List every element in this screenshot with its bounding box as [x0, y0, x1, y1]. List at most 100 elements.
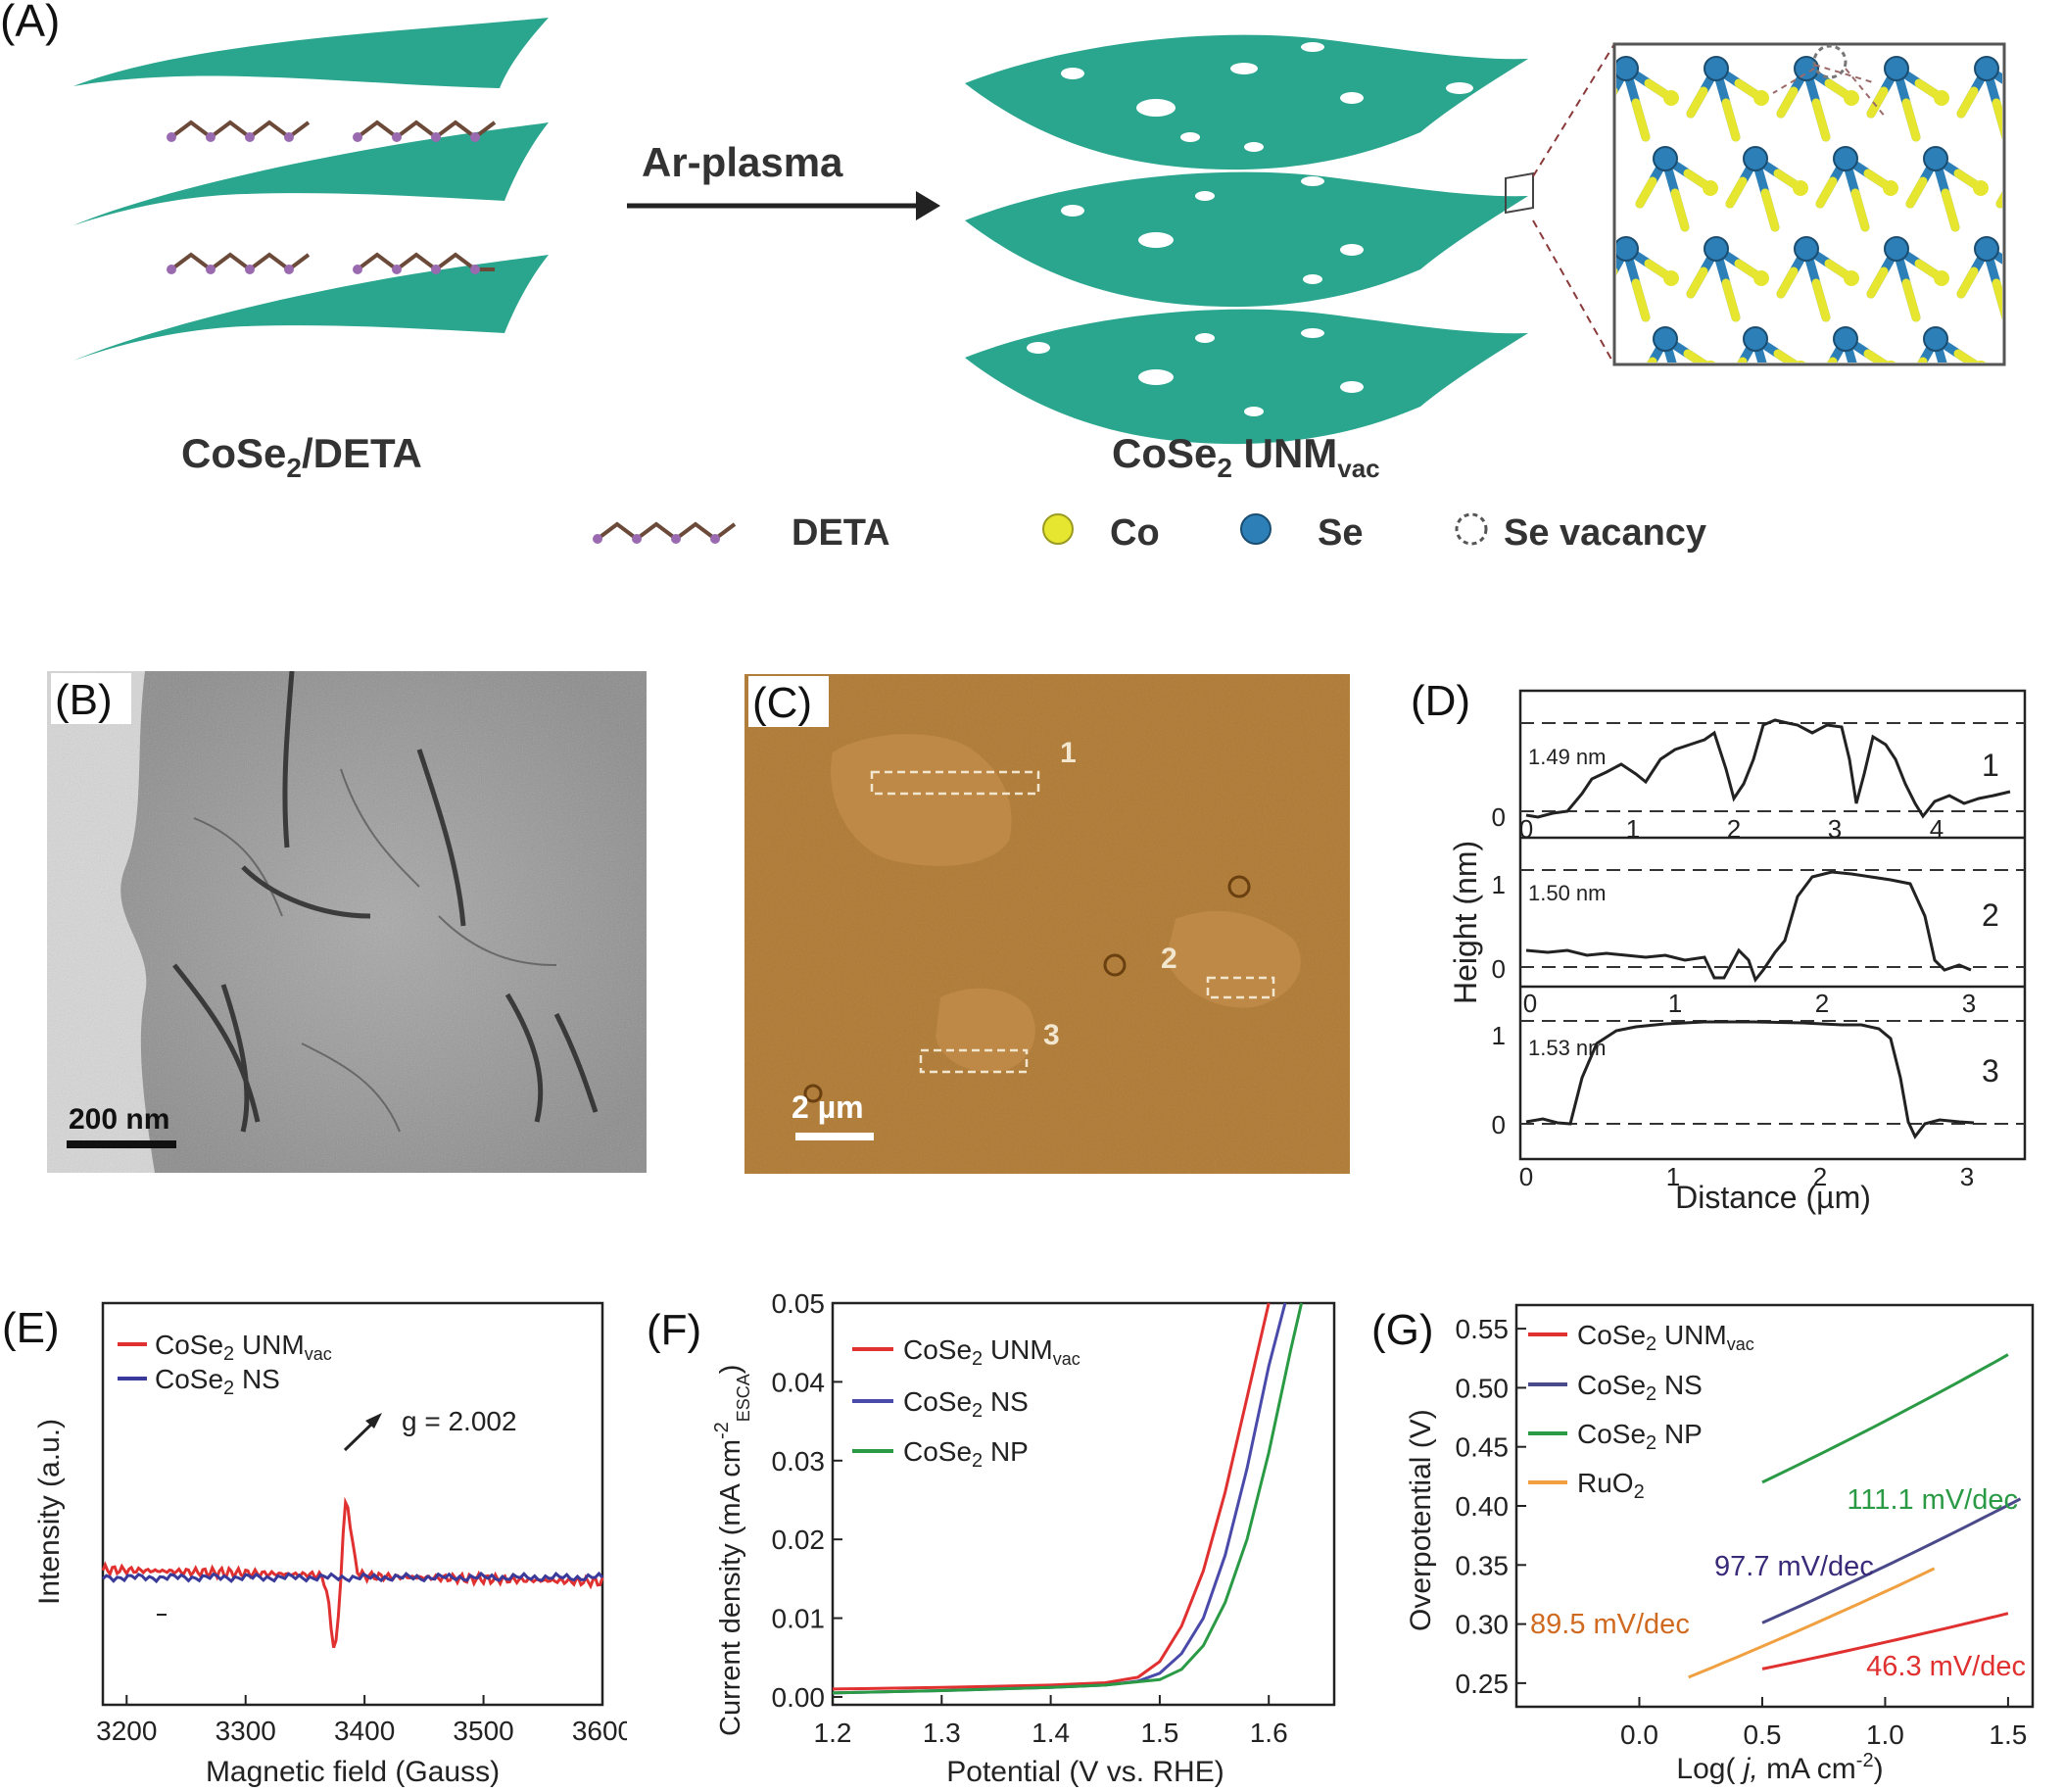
g-series-1 [1761, 1497, 2022, 1624]
f-ytick-label: 0.04 [772, 1367, 826, 1397]
panel-g-label: (G) [1371, 1306, 1434, 1354]
left-caption: CoSe2/DETA [181, 430, 422, 483]
g-ytick-label: 0.35 [1456, 1550, 1510, 1580]
height-profile-1 [1525, 718, 2011, 819]
sheet-vacancy-holes [1027, 42, 1473, 416]
afm-region-2-box [1206, 976, 1275, 999]
panel-a-legend: DETA Co Se Se vacancy [593, 512, 1706, 554]
panel-d-ylabel: Height (nm) [1448, 841, 1483, 1004]
f-plot-frame [831, 1301, 1336, 1707]
afm-region-3-label: 3 [1043, 1019, 1060, 1051]
svg-text:1: 1 [1666, 1162, 1680, 1191]
g-series-0 [1761, 1612, 2009, 1671]
profile-3-id: 3 [1982, 1053, 1999, 1089]
panel-g-chart: (G) 0.0 0.5 1.0 1.5 0.25 0.30 0.35 0.40 0.45 0.50… [1371, 1303, 2035, 1785]
g-legend-np: CoSe2 NP [1577, 1419, 1703, 1454]
g-ylabel: Overpotential (V) [1405, 1409, 1437, 1631]
panel-b-label: (B) [55, 676, 113, 724]
panel-b-tem-image: 200 nm (B) [47, 671, 647, 1173]
g-xtick-label: 1.0 [1866, 1719, 1904, 1750]
f-legend: CoSe2 UNMvac CoSe2 NS CoSe2 NP [852, 1334, 1080, 1472]
f-legend-ns: CoSe2 NS [903, 1386, 1029, 1422]
svg-text:1: 1 [1668, 989, 1682, 1018]
f-ylabel: Current density (mA cm-2ESCA) [711, 1365, 753, 1736]
afm-region-1-label: 1 [1060, 737, 1077, 769]
profile-2-id: 2 [1982, 897, 1999, 933]
g-series-2 [1761, 1353, 2009, 1484]
height-profile-3 [1525, 1020, 1975, 1139]
g-slope-ns: 97.7 mV/dec [1714, 1551, 1874, 1582]
crystal-structure-inset [1612, 42, 2006, 366]
e-xtick-label: 3500 [453, 1716, 513, 1746]
f-xlabel: Potential (V vs. RHE) [946, 1756, 1224, 1788]
e-ylabel: Intensity (a.u.) [33, 1419, 66, 1605]
legend-deta-label: DETA [792, 512, 890, 554]
svg-text:1: 1 [1626, 814, 1640, 844]
legend-se-icon [1240, 513, 1272, 545]
right-porous-sheet-stack [965, 34, 1528, 445]
e-legend-unmvac: CoSe2 UNMvac [155, 1330, 332, 1365]
scale-label-c: 2 µm [792, 1090, 864, 1125]
f-series-0 [832, 1302, 1271, 1691]
f-legend-np: CoSe2 NP [903, 1436, 1029, 1472]
panel-c-afm-image: 1 2 3 2 µm (C) [744, 674, 1350, 1174]
profile-1-height: 1.49 nm [1528, 745, 1607, 769]
g-legend-ruo2: RuO2 [1577, 1468, 1645, 1503]
panel-a-label: (A) [0, 0, 61, 46]
svg-text:3: 3 [1828, 814, 1842, 844]
g-legend: CoSe2 UNMvac CoSe2 NS CoSe2 NP RuO2 [1528, 1320, 1754, 1503]
g-ytick-label: 0.45 [1456, 1432, 1510, 1463]
svg-text:1: 1 [1492, 1021, 1506, 1050]
g-ytick-label: 0.55 [1456, 1314, 1510, 1344]
svg-text:2: 2 [1727, 814, 1741, 844]
f-legend-unmvac: CoSe2 UNMvac [903, 1334, 1080, 1370]
svg-text:2: 2 [1815, 989, 1829, 1018]
e-series-unmvac [101, 1496, 604, 1649]
e-series-ns [101, 1571, 604, 1584]
svg-text:0: 0 [1519, 814, 1533, 844]
afm-region-3-box [919, 1048, 1029, 1074]
panel-c-label: (C) [752, 679, 812, 727]
g-slope-np: 111.1 mV/dec [1847, 1484, 2018, 1516]
profile-2-height: 1.50 nm [1528, 881, 1607, 905]
g-xtick-label: 0.5 [1743, 1719, 1781, 1750]
f-xtick-label: 1.4 [1032, 1718, 1070, 1748]
right-caption: CoSe2 UNMvac [1112, 430, 1380, 483]
panel-d-label: (D) [1411, 677, 1470, 725]
legend-co-icon [1042, 513, 1074, 545]
panel-e-label: (E) [2, 1304, 60, 1352]
ar-plasma-arrow [627, 191, 940, 220]
panel-f-chart: (F) 1.2 1.3 1.4 1.5 1.6 0.00 0.01 0.02 0.03 0.04 0… [647, 1288, 1336, 1788]
f-xtick-label: 1.2 [814, 1718, 852, 1748]
g-slope-unmvac: 46.3 mV/dec [1866, 1651, 2026, 1682]
afm-region-2-label: 2 [1161, 943, 1177, 975]
svg-text:3: 3 [1960, 1162, 1974, 1191]
g-slope-ruo2: 89.5 mV/dec [1530, 1609, 1690, 1640]
arrow-label: Ar-plasma [642, 139, 843, 185]
zoom-source-box [1505, 171, 1534, 215]
svg-text:3: 3 [1962, 989, 1976, 1018]
f-xtick-label: 1.5 [1140, 1718, 1178, 1748]
g-legend-unmvac: CoSe2 UNMvac [1577, 1320, 1754, 1355]
legend-se-label: Se [1318, 512, 1363, 554]
panel-d-xlabel: Distance (µm) [1675, 1180, 1871, 1215]
deta-atoms-left [167, 132, 480, 274]
g-xtick-label: 0.0 [1620, 1719, 1658, 1750]
f-ytick-label: 0.01 [772, 1604, 826, 1634]
legend-vacancy-label: Se vacancy [1504, 512, 1706, 554]
profile-3-height: 1.53 nm [1528, 1036, 1607, 1060]
panel-e-chart: (E) 3200 3300 3400 3500 3600 CoSe2 UNMvac Co… [2, 1301, 627, 1788]
svg-text:0: 0 [1519, 1162, 1533, 1191]
afm-region-1-box [870, 770, 1040, 796]
panel-f-label: (F) [647, 1306, 701, 1354]
g-xlabel: Log( j, mA cm-2) [1676, 1750, 1883, 1785]
panel-a-schematic: CoSe2/DETA Ar-plasma CoSe2 UNMvac DETA C… [73, 18, 2006, 554]
height-profile-2 [1525, 870, 1972, 984]
e-annotation: g = 2.002 [402, 1406, 517, 1436]
e-xlabel: Magnetic field (Gauss) [206, 1756, 500, 1788]
g-ytick-label: 0.50 [1456, 1373, 1510, 1403]
svg-text:0: 0 [1523, 989, 1537, 1018]
zoom-connectors [1532, 43, 1615, 365]
svg-text:4: 4 [1930, 814, 1944, 844]
f-series-2 [832, 1302, 1304, 1695]
